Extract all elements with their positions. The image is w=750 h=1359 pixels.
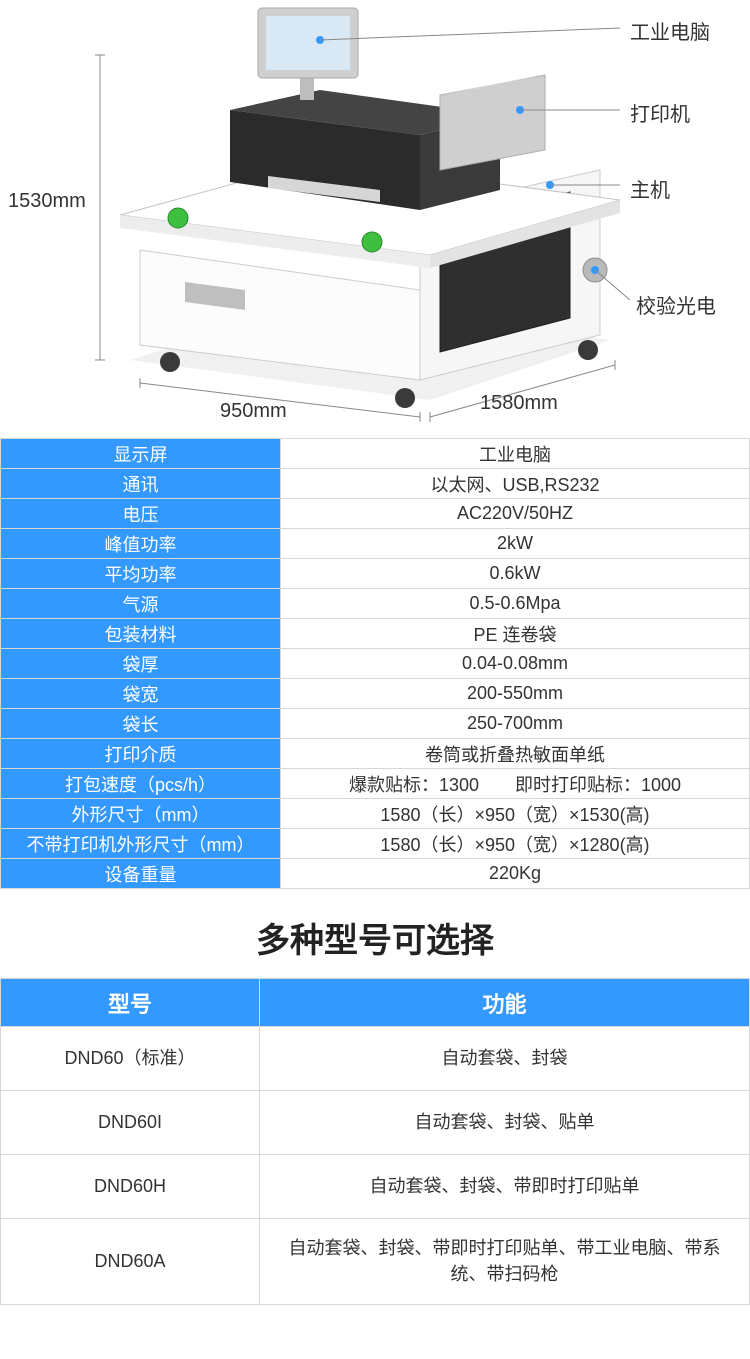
spec-key: 显示屏 — [1, 439, 281, 469]
spec-row: 袋长250-700mm — [1, 709, 750, 739]
machine-diagram: 1530mm 950mm 1580mm 工业电脑 打印机 主机 校验光电 — [0, 0, 750, 430]
spec-key: 平均功率 — [1, 559, 281, 589]
spec-key: 袋宽 — [1, 679, 281, 709]
model-name: DND60A — [0, 1219, 260, 1305]
spec-row: 电压AC220V/50HZ — [1, 499, 750, 529]
machine-svg — [0, 0, 750, 430]
models-title: 多种型号可选择 — [0, 913, 750, 962]
spec-value: 卷筒或折叠热敏面单纸 — [281, 739, 750, 769]
model-func: 自动套袋、封袋 — [260, 1027, 750, 1091]
spec-value: 250-700mm — [281, 709, 750, 739]
dim-width-front: 950mm — [220, 400, 287, 423]
spec-value: 工业电脑 — [281, 439, 750, 469]
spec-row: 设备重量220Kg — [1, 859, 750, 889]
model-func: 自动套袋、封袋、带即时打印贴单 — [260, 1155, 750, 1219]
spec-row: 打印介质卷筒或折叠热敏面单纸 — [1, 739, 750, 769]
spec-row: 显示屏工业电脑 — [1, 439, 750, 469]
model-name: DND60I — [0, 1091, 260, 1155]
spec-row: 外形尺寸（mm）1580（长）×950（宽）×1530(高) — [1, 799, 750, 829]
model-func: 自动套袋、封袋、带即时打印贴单、带工业电脑、带系统、带扫码枪 — [260, 1219, 750, 1305]
dim-width-side: 1580mm — [480, 392, 558, 415]
callout-sensor: 校验光电 — [636, 290, 716, 319]
spec-key: 打印介质 — [1, 739, 281, 769]
spec-value: 220Kg — [281, 859, 750, 889]
spec-row: 气源0.5-0.6Mpa — [1, 589, 750, 619]
model-name: DND60H — [0, 1155, 260, 1219]
spec-value: 以太网、USB,RS232 — [281, 469, 750, 499]
spec-key: 电压 — [1, 499, 281, 529]
models-row: DND60A自动套袋、封袋、带即时打印贴单、带工业电脑、带系统、带扫码枪 — [0, 1219, 750, 1305]
spec-row: 峰值功率2kW — [1, 529, 750, 559]
spec-row: 打包速度（pcs/h）爆款贴标：1300 即时打印贴标：1000 — [1, 769, 750, 799]
models-row: DND60H自动套袋、封袋、带即时打印贴单 — [0, 1155, 750, 1219]
spec-key: 袋长 — [1, 709, 281, 739]
spec-value: AC220V/50HZ — [281, 499, 750, 529]
spec-key: 不带打印机外形尺寸（mm） — [1, 829, 281, 859]
spec-key: 气源 — [1, 589, 281, 619]
spec-row: 袋宽200-550mm — [1, 679, 750, 709]
models-header-row: 型号 功能 — [0, 979, 750, 1027]
spec-key: 袋厚 — [1, 649, 281, 679]
spec-value: 0.6kW — [281, 559, 750, 589]
spec-value: PE 连卷袋 — [281, 619, 750, 649]
spec-key: 通讯 — [1, 469, 281, 499]
spec-row: 通讯以太网、USB,RS232 — [1, 469, 750, 499]
spec-row: 不带打印机外形尺寸（mm）1580（长）×950（宽）×1280(高) — [1, 829, 750, 859]
spec-row: 包装材料PE 连卷袋 — [1, 619, 750, 649]
spec-value: 爆款贴标：1300 即时打印贴标：1000 — [281, 769, 750, 799]
callout-host: 主机 — [630, 174, 670, 203]
models-header-func: 功能 — [260, 979, 750, 1027]
spec-table: 显示屏工业电脑通讯以太网、USB,RS232电压AC220V/50HZ峰值功率2… — [0, 438, 750, 889]
spec-value: 200-550mm — [281, 679, 750, 709]
callout-printer: 打印机 — [630, 98, 690, 127]
spec-key: 外形尺寸（mm） — [1, 799, 281, 829]
spec-key: 峰值功率 — [1, 529, 281, 559]
spec-value: 0.5-0.6Mpa — [281, 589, 750, 619]
models-row: DND60（标准）自动套袋、封袋 — [0, 1027, 750, 1091]
callout-computer: 工业电脑 — [630, 16, 710, 45]
dim-height: 1530mm — [8, 190, 86, 213]
spec-key: 包装材料 — [1, 619, 281, 649]
spec-value: 2kW — [281, 529, 750, 559]
model-name: DND60（标准） — [0, 1027, 260, 1091]
models-row: DND60I自动套袋、封袋、贴单 — [0, 1091, 750, 1155]
spec-row: 袋厚0.04-0.08mm — [1, 649, 750, 679]
spec-key: 设备重量 — [1, 859, 281, 889]
model-func: 自动套袋、封袋、贴单 — [260, 1091, 750, 1155]
spec-key: 打包速度（pcs/h） — [1, 769, 281, 799]
spec-value: 1580（长）×950（宽）×1530(高) — [281, 799, 750, 829]
models-table: 型号 功能 DND60（标准）自动套袋、封袋DND60I自动套袋、封袋、贴单DN… — [0, 978, 750, 1305]
models-header-model: 型号 — [0, 979, 260, 1027]
spec-value: 0.04-0.08mm — [281, 649, 750, 679]
spec-row: 平均功率0.6kW — [1, 559, 750, 589]
spec-value: 1580（长）×950（宽）×1280(高) — [281, 829, 750, 859]
